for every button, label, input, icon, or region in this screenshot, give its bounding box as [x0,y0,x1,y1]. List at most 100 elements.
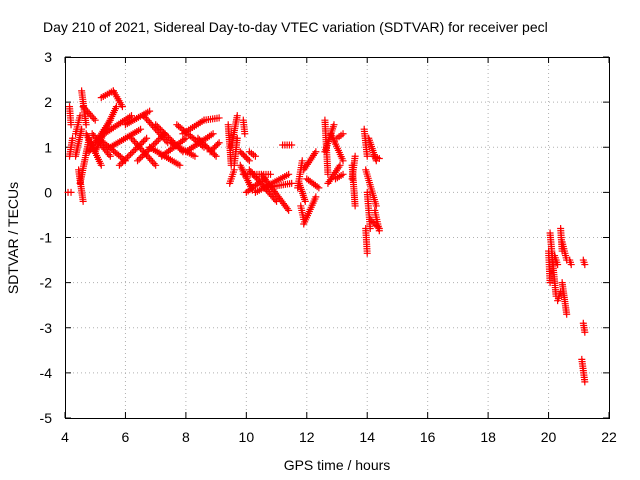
data-point-marker [90,114,98,122]
y-tick-label: 1 [44,139,52,155]
data-point-marker [176,161,184,169]
data-point-marker [117,160,125,168]
data-point-marker [146,107,154,115]
y-tick-label: 2 [44,94,52,110]
data-point-marker [82,121,90,129]
data-point-marker [368,217,376,225]
data-point-marker [180,136,188,144]
data-point-marker [118,103,126,111]
data-point-marker [84,108,92,116]
data-point-marker [138,152,146,160]
data-point-marker [233,134,241,142]
data-point-marker [141,113,149,121]
data-point-marker [301,197,309,205]
data-point-marker [372,202,380,210]
data-point-marker [134,157,142,165]
x-tick-label: 18 [480,429,496,445]
data-point-marker [147,156,155,164]
data-point-marker [125,152,133,160]
x-tick-label: 8 [182,429,190,445]
data-point-marker [200,140,208,148]
data-point-marker [153,138,161,146]
data-point-marker [236,148,244,156]
data-point-marker [285,170,293,178]
data-point-marker [209,130,217,138]
data-point-marker [144,153,152,161]
data-point-marker [239,151,247,159]
data-point-marker [245,157,253,165]
data-point-marker [127,134,135,142]
data-point-marker [120,157,128,165]
data-point-marker [375,155,383,163]
data-point-marker [313,183,321,191]
data-point-marker [212,152,220,160]
data-point-marker [285,206,293,214]
data-point-marker [369,218,377,226]
data-point-marker [215,114,223,122]
x-axis-label: GPS time / hours [284,457,391,473]
data-point-marker [134,141,142,149]
data-point-marker [581,378,589,386]
data-point-marker [242,154,250,162]
data-point-marker [351,152,359,160]
data-point-marker [88,113,96,121]
data-point-marker [128,149,136,157]
data-point-marker [137,154,145,162]
data-point-marker [208,146,216,154]
data-point-marker [206,148,214,156]
data-point-marker [163,132,171,140]
data-point-marker [130,147,138,155]
data-point-marker [164,133,172,141]
chart-title: Day 210 of 2021, Sidereal Day-to-day VTE… [43,19,548,35]
data-point-marker [160,129,168,137]
data-point-marker [127,150,135,158]
y-tick-label: 3 [44,49,52,65]
data-point-marker [202,142,210,150]
data-point-marker [339,130,347,138]
data-point-marker [211,151,219,159]
data-point-marker [238,149,246,157]
x-axis-ticks: 4 6 8 10 12 14 16 18 20 22 [61,57,617,445]
data-point-marker [158,127,166,135]
data-point-marker [67,121,75,129]
data-point-marker [194,134,202,142]
data-point-marker [69,134,77,142]
x-tick-label: 12 [299,429,315,445]
data-point-marker [251,152,259,160]
data-point-marker [112,103,120,111]
data-point-marker [195,136,203,144]
data-point-marker [152,121,160,129]
data-point-marker [212,142,220,150]
data-point-marker [132,139,140,147]
data-point-marker [324,170,332,178]
data-point-marker [127,112,135,120]
data-point-marker [137,144,145,152]
data-point-marker [546,279,554,287]
data-point-marker [312,148,320,156]
data-point-marker [142,149,150,157]
data-point-marker [214,140,222,148]
y-tick-label: -5 [40,410,53,426]
data-point-marker [79,103,87,111]
data-point-marker [339,157,347,165]
data-point-marker [143,115,151,123]
x-tick-label: 10 [239,429,255,445]
data-point-marker [581,328,589,336]
y-tick-label: -4 [40,365,53,381]
data-point-marker [156,125,164,133]
data-point-marker [554,261,562,269]
data-point-marker [288,179,296,187]
y-axis-ticks: 3 2 1 0 -1 -2 -3 -4 -5 [40,49,609,426]
data-point-marker [131,145,139,153]
data-point-marker [336,161,344,169]
data-point-marker [366,215,374,223]
data-series-sdtvar [64,87,589,386]
data-point-marker [351,202,359,210]
data-point-marker [211,143,219,151]
data-point-marker [123,153,131,161]
data-point-marker [119,158,127,166]
data-point-marker [209,145,217,153]
data-point-marker [155,124,163,132]
data-point-marker [215,139,223,147]
